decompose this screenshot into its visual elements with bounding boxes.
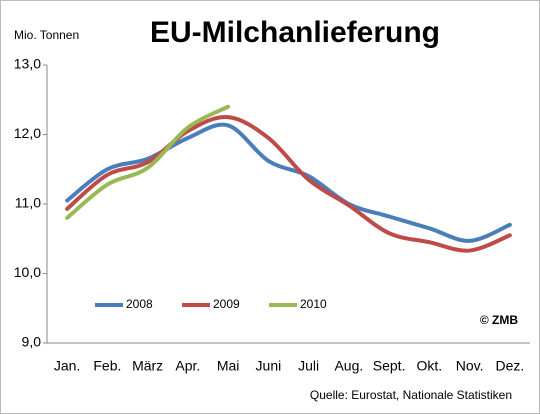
x-tick-label: Jan. <box>54 358 80 374</box>
source-note: Quelle: Eurostat, Nationale Statistiken <box>310 388 512 402</box>
x-tick-label: Juli <box>298 358 319 374</box>
series-line <box>65 104 231 220</box>
copyright: © ZMB <box>480 313 519 327</box>
y-tick-label: 10,0 <box>14 264 41 280</box>
legend-label: 2010 <box>300 297 327 311</box>
y-tick-label: 9,0 <box>22 334 42 350</box>
series-line <box>65 115 512 253</box>
x-tick-label: März <box>132 358 163 374</box>
x-tick-label: Apr. <box>175 358 200 374</box>
x-tick-label: Juni <box>256 358 282 374</box>
legend-label: 2009 <box>213 297 240 311</box>
x-tick-label: Dez. <box>495 358 524 374</box>
y-tick-label: 11,0 <box>15 195 41 211</box>
series-line <box>65 122 512 243</box>
x-tick-label: Okt. <box>417 358 443 374</box>
legend-label: 2008 <box>126 297 153 311</box>
x-tick-label: Aug. <box>334 358 363 374</box>
x-tick-label: Nov. <box>456 358 484 374</box>
y-axis-label: Mio. Tonnen <box>14 28 79 42</box>
y-tick-label: 12,0 <box>14 125 41 141</box>
x-tick-label: Sept. <box>373 358 406 374</box>
x-tick-label: Mai <box>217 358 240 374</box>
chart-title: EU-Milchanlieferung <box>150 16 440 49</box>
x-tick-label: Feb. <box>93 358 121 374</box>
y-tick-label: 13,0 <box>14 56 41 72</box>
